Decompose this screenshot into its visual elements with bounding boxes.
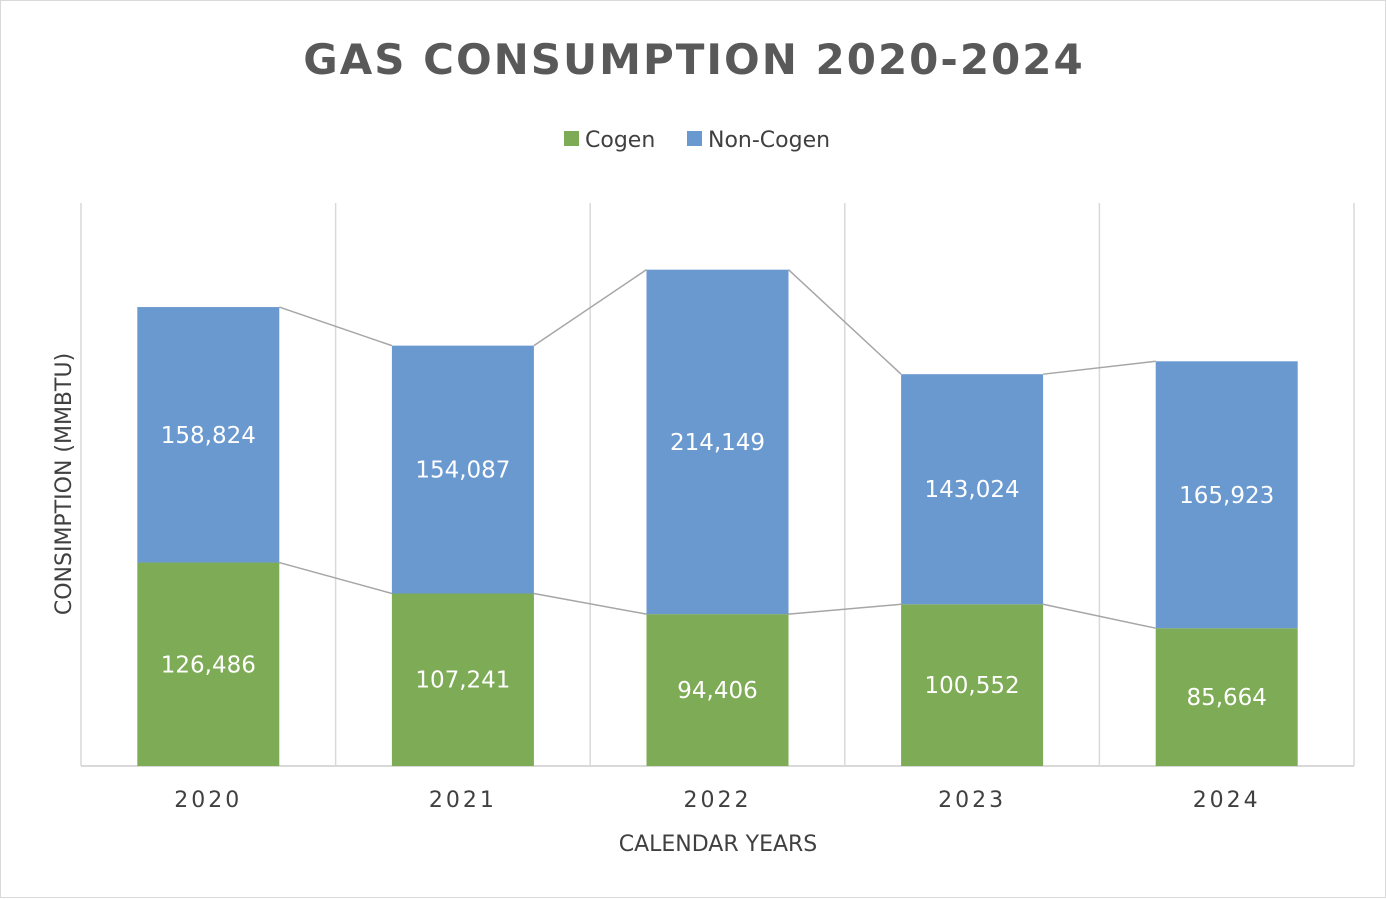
x-axis-ticks: 2020 2021 2022 2023 2024 — [174, 788, 1261, 813]
series-line-cogen-3 — [1042, 603, 1156, 629]
x-tick-2023: 2023 — [938, 788, 1006, 813]
x-tick-2022: 2022 — [684, 788, 752, 813]
data-label-cogen-2023: 100,552 — [925, 673, 1020, 699]
bar-non-cogen-2021 — [391, 345, 534, 594]
series-line-cogen-0 — [279, 561, 393, 595]
bar-cogen-2022 — [646, 614, 789, 766]
bars — [137, 269, 1298, 766]
series-line-non-cogen-1 — [533, 269, 647, 347]
x-tick-2021: 2021 — [429, 788, 497, 813]
data-label-non-cogen-2020: 158,824 — [161, 423, 256, 449]
legend-swatch-cogen — [564, 131, 579, 146]
bar-non-cogen-2024 — [1155, 361, 1298, 629]
legend-label-cogen: Cogen — [585, 128, 655, 153]
bar-cogen-2023 — [901, 604, 1044, 766]
legend: Cogen Non-Cogen — [564, 128, 830, 153]
series-line-non-cogen-0 — [279, 306, 393, 347]
series-line-non-cogen-3 — [1043, 360, 1156, 375]
data-label-cogen-2020: 126,486 — [161, 652, 256, 678]
x-tick-2024: 2024 — [1193, 788, 1261, 813]
bar-cogen-2021 — [391, 593, 534, 766]
bar-non-cogen-2020 — [137, 307, 280, 563]
data-label-non-cogen-2021: 154,087 — [415, 458, 510, 484]
chart-title: GAS CONSUMPTION 2020-2024 — [303, 35, 1084, 84]
series-line-non-cogen-2 — [787, 269, 902, 375]
series-line-cogen-1 — [533, 592, 647, 615]
series-lines — [279, 269, 1156, 629]
x-axis-title: CALENDAR YEARS — [619, 832, 818, 857]
x-tick-2020: 2020 — [174, 788, 242, 813]
bar-cogen-2020 — [137, 562, 280, 766]
bar-cogen-2024 — [1155, 628, 1298, 766]
y-axis-title: CONSIMPTION (MMBTU) — [52, 353, 77, 615]
legend-swatch-non-cogen — [687, 131, 702, 146]
data-label-non-cogen-2022: 214,149 — [670, 430, 765, 456]
data-label-cogen-2022: 94,406 — [677, 678, 757, 704]
data-labels: 126,486 158,824 107,241 154,087 94,406 214,14… — [161, 423, 1275, 711]
data-label-cogen-2024: 85,664 — [1186, 685, 1266, 711]
bar-non-cogen-2022 — [646, 269, 789, 615]
data-label-non-cogen-2024: 165,923 — [1179, 483, 1274, 509]
data-label-non-cogen-2023: 143,024 — [925, 477, 1020, 503]
legend-label-non-cogen: Non-Cogen — [708, 128, 830, 153]
series-line-cogen-2 — [788, 603, 902, 615]
data-label-cogen-2021: 107,241 — [415, 668, 510, 694]
bar-non-cogen-2023 — [901, 374, 1044, 605]
